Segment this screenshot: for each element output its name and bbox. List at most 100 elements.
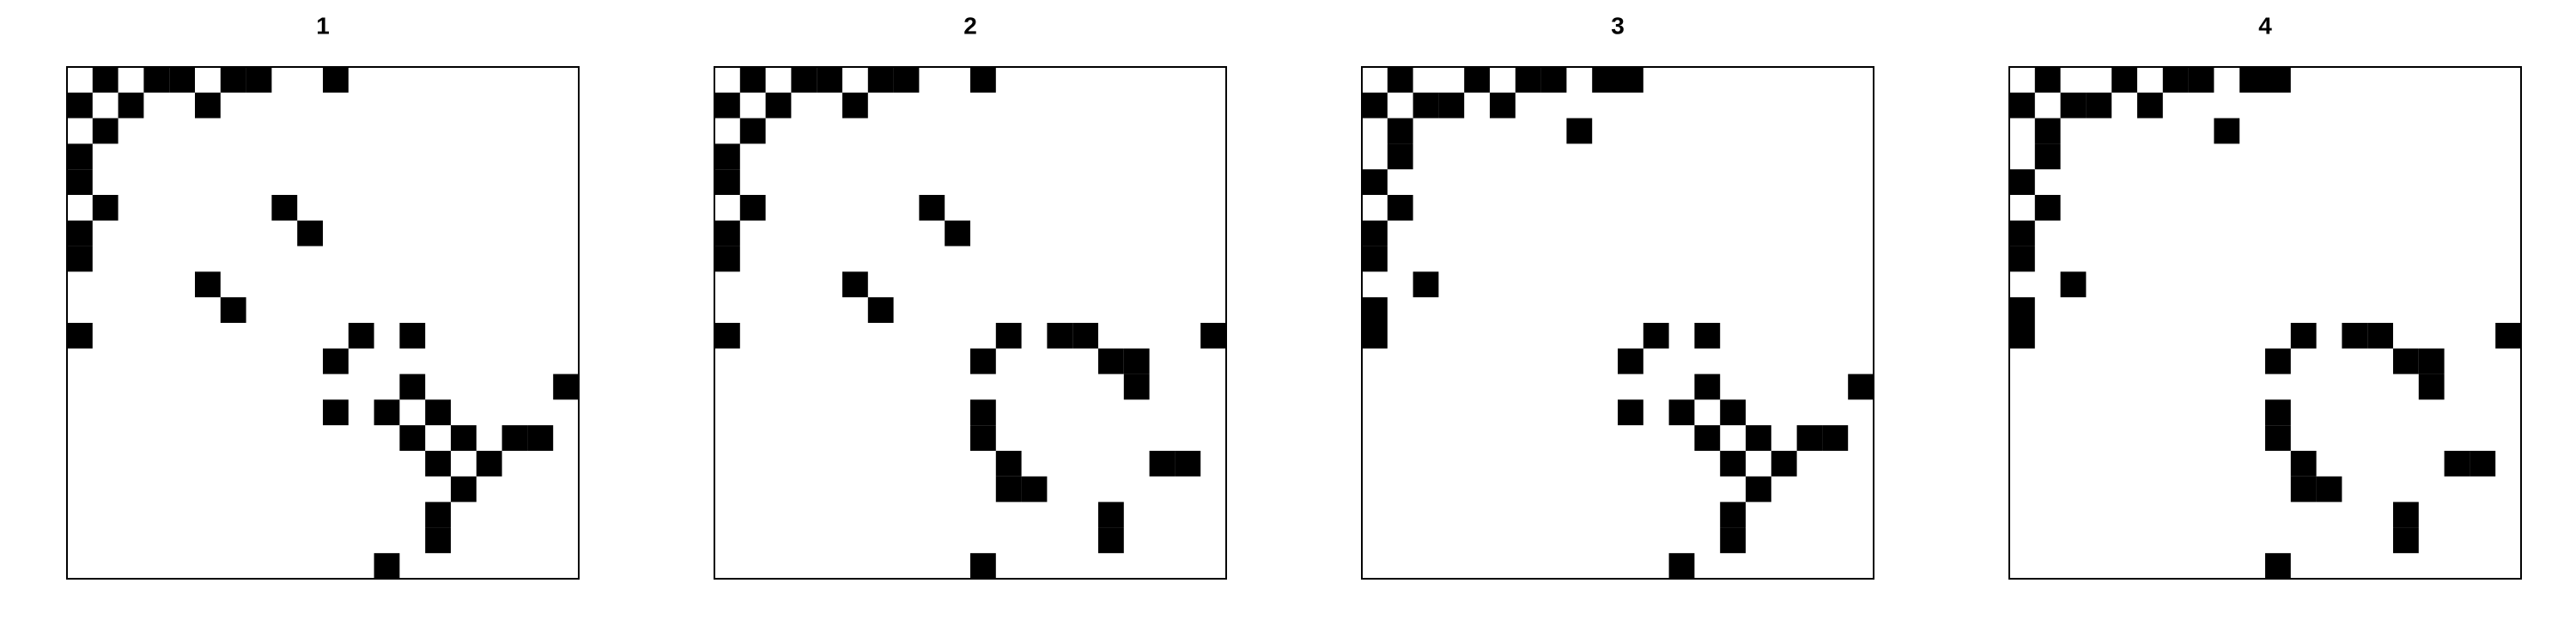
panel-title: 3 bbox=[1611, 12, 1625, 39]
filled-cell bbox=[67, 92, 93, 118]
filled-cell bbox=[195, 92, 221, 118]
filled-cell bbox=[451, 476, 477, 502]
filled-cell bbox=[2290, 323, 2317, 349]
filled-cell bbox=[2188, 67, 2215, 93]
filled-cell bbox=[1796, 425, 1823, 451]
panel-frame bbox=[2008, 66, 2522, 580]
filled-cell bbox=[67, 143, 93, 170]
filled-cell bbox=[1413, 271, 1439, 298]
filled-cell bbox=[2495, 323, 2521, 349]
filled-cell bbox=[970, 553, 996, 579]
filled-cell bbox=[1200, 323, 1226, 349]
filled-cell bbox=[1592, 67, 1618, 93]
filled-cell bbox=[1464, 67, 1490, 93]
filled-cell bbox=[1694, 425, 1721, 451]
filled-cell bbox=[2342, 323, 2368, 349]
filled-cell bbox=[2009, 323, 2035, 349]
filled-cell bbox=[2393, 527, 2419, 554]
filled-cell bbox=[970, 348, 996, 374]
filled-cell bbox=[2086, 92, 2112, 118]
filled-cell bbox=[1072, 323, 1098, 349]
panel-frame bbox=[714, 66, 1227, 580]
filled-cell bbox=[970, 399, 996, 426]
filled-cell bbox=[476, 451, 502, 477]
filled-cell bbox=[67, 220, 93, 246]
filled-cell bbox=[451, 425, 477, 451]
filled-cell bbox=[1123, 348, 1150, 374]
filled-cell bbox=[714, 246, 740, 272]
panel-2: 2 bbox=[714, 12, 1227, 580]
filled-cell bbox=[1720, 451, 1746, 477]
filled-cell bbox=[1362, 169, 1388, 195]
filled-cell bbox=[92, 195, 118, 221]
filled-cell bbox=[1643, 323, 1669, 349]
filled-cell bbox=[2034, 195, 2061, 221]
filled-cell bbox=[1668, 399, 1695, 426]
filled-cell bbox=[2111, 67, 2137, 93]
filled-cell bbox=[2393, 501, 2419, 528]
filled-cell bbox=[1362, 297, 1388, 323]
filled-cell bbox=[791, 67, 817, 93]
filled-cell bbox=[714, 143, 740, 170]
filled-cell bbox=[1694, 323, 1721, 349]
filled-cell bbox=[945, 220, 970, 246]
filled-cell bbox=[1848, 374, 1874, 400]
filled-cell bbox=[995, 451, 1022, 477]
filled-cell bbox=[323, 399, 349, 426]
filled-cell bbox=[995, 476, 1022, 502]
filled-cell bbox=[2034, 143, 2061, 170]
filled-cell bbox=[714, 220, 740, 246]
panel-frame bbox=[1361, 66, 1874, 580]
filled-cell bbox=[1822, 425, 1849, 451]
filled-cell bbox=[2009, 169, 2035, 195]
filled-cell bbox=[271, 195, 298, 221]
filled-cell bbox=[92, 118, 118, 144]
filled-cell bbox=[1771, 451, 1797, 477]
filled-cell bbox=[765, 92, 792, 118]
filled-cell bbox=[2034, 118, 2061, 144]
filled-cell bbox=[297, 220, 323, 246]
filled-cell bbox=[2009, 246, 2035, 272]
filled-cell bbox=[67, 246, 93, 272]
filled-cell bbox=[2009, 92, 2035, 118]
filled-cell bbox=[2367, 323, 2393, 349]
panel-3: 3 bbox=[1361, 12, 1874, 580]
filled-cell bbox=[2470, 451, 2496, 477]
filled-cell bbox=[323, 348, 349, 374]
filled-cell bbox=[348, 323, 374, 349]
filled-cell bbox=[1540, 67, 1567, 93]
filled-cell bbox=[817, 67, 842, 93]
filled-cell bbox=[1515, 67, 1541, 93]
filled-cell bbox=[2265, 399, 2291, 426]
filled-cell bbox=[143, 67, 170, 93]
filled-cell bbox=[2265, 67, 2291, 93]
filled-cell bbox=[867, 67, 894, 93]
filled-cell bbox=[995, 323, 1022, 349]
filled-cell bbox=[67, 169, 93, 195]
filled-cell bbox=[1618, 67, 1643, 93]
filled-cell bbox=[1694, 374, 1721, 400]
filled-cell bbox=[1387, 143, 1413, 170]
filled-cell bbox=[1746, 425, 1771, 451]
filled-cell bbox=[399, 425, 426, 451]
filled-cell bbox=[1175, 451, 1201, 477]
filled-cell bbox=[2009, 220, 2035, 246]
filled-cell bbox=[842, 92, 868, 118]
filled-cell bbox=[220, 67, 246, 93]
filled-cell bbox=[1720, 399, 1746, 426]
filled-cell bbox=[425, 527, 451, 554]
filled-cell bbox=[195, 271, 221, 298]
filled-cell bbox=[2162, 67, 2189, 93]
filled-cell bbox=[118, 92, 144, 118]
filled-cell bbox=[919, 195, 945, 221]
filled-cell bbox=[399, 374, 426, 400]
filled-cell bbox=[2009, 297, 2035, 323]
filled-cell bbox=[1618, 399, 1643, 426]
filled-cell bbox=[1362, 92, 1388, 118]
filled-cell bbox=[553, 374, 579, 400]
filled-cell bbox=[970, 67, 996, 93]
filled-cell bbox=[2060, 271, 2087, 298]
filled-cell bbox=[425, 399, 451, 426]
filled-cell bbox=[425, 451, 451, 477]
filled-cell bbox=[2265, 553, 2291, 579]
